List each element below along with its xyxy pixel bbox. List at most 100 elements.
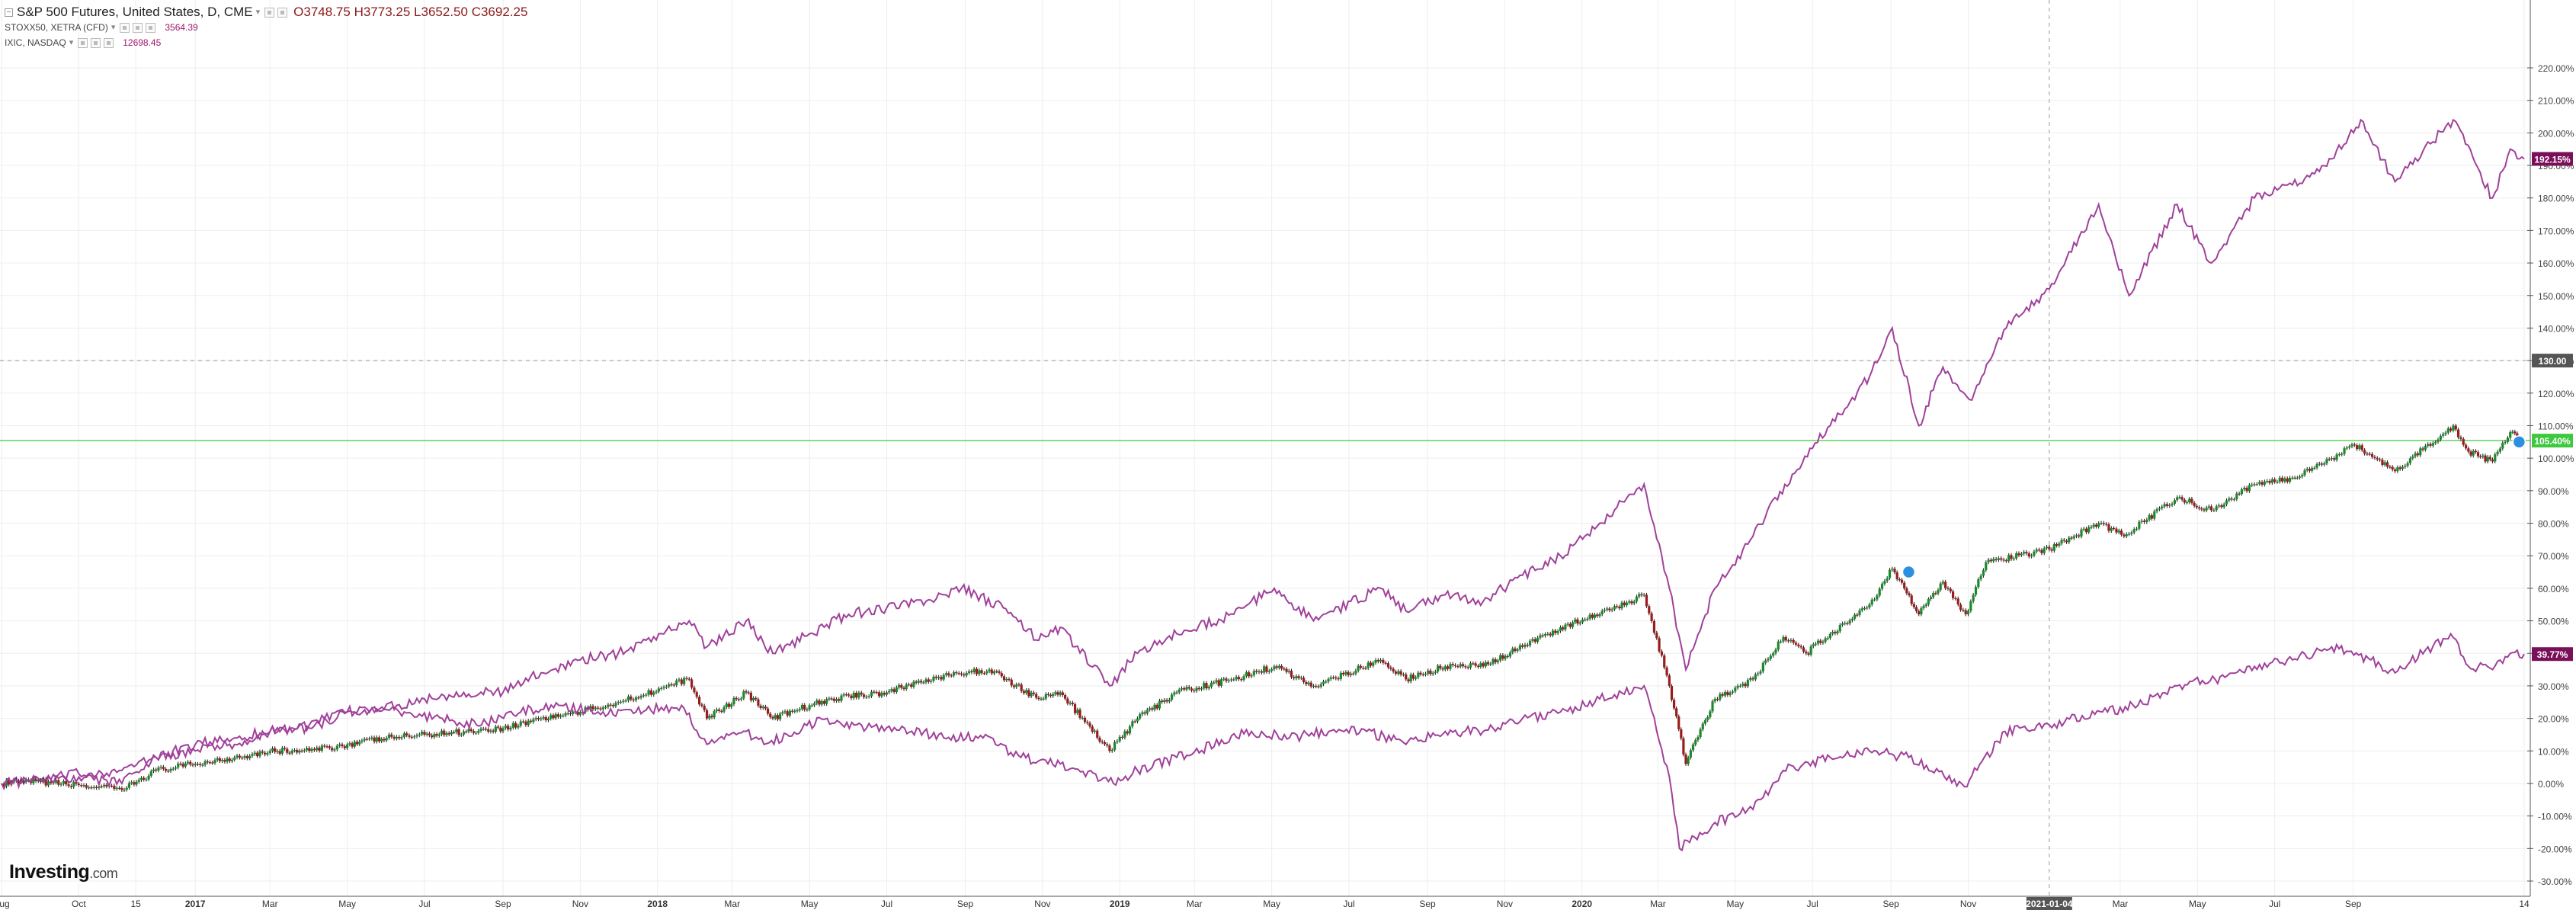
candle [1242,676,1245,680]
candle [365,739,368,740]
candle [44,778,47,786]
candle [932,676,935,681]
candle [713,711,716,718]
candle [934,676,937,678]
candle [413,736,416,738]
y-tick-label: 20.00% [2538,714,2569,725]
candle [1177,689,1181,693]
hide-series-icon[interactable] [264,7,275,18]
candle [1929,597,1933,600]
candle [2501,443,2504,449]
candle [1128,726,1132,734]
hide-series-icon[interactable] [120,22,130,33]
candle [815,700,819,703]
candle [1136,718,1139,722]
candle [1562,627,1565,630]
candle [2043,548,2046,553]
candle [687,678,690,680]
candle [992,671,996,674]
candle [1494,659,1497,662]
candle [922,682,925,684]
candle [2389,466,2392,468]
candle [810,705,813,707]
candle [683,678,686,684]
remove-series-icon[interactable] [146,22,156,33]
legend-main-row[interactable]: − S&P 500 Futures, United States, D, CME… [5,5,527,20]
candle [727,703,731,707]
candle [2130,532,2133,534]
collapse-legend-icon[interactable]: − [5,8,13,17]
candle [2168,505,2171,506]
candle [203,761,207,765]
candle [1369,662,1373,666]
candle [917,681,920,683]
candle [445,732,448,735]
candle [2406,463,2409,466]
price-axis[interactable]: -30.00% -20.00% -10.00% 0.00% 10.00% 20.00% 30… [2527,0,2574,896]
candle [1091,726,1094,732]
candle [373,737,376,742]
candle [1939,583,1942,591]
candle [1447,666,1450,669]
candle [624,700,627,702]
candle [1066,698,1069,704]
candle [1886,578,1889,582]
candle [437,734,441,736]
series-settings-icon[interactable] [91,37,101,48]
candle [556,714,559,717]
candle [1536,637,1540,642]
series-settings-icon[interactable] [277,7,288,18]
y-tick-label: -10.00% [2538,812,2572,822]
chevron-down-icon[interactable]: ▾ [255,8,261,17]
x-tick-label: Nov [572,899,588,909]
candle [818,700,821,705]
candle [125,787,128,790]
candle [1116,741,1119,742]
candle [2102,523,2105,524]
candle [1096,730,1099,738]
candle [453,732,456,733]
remove-series-icon[interactable] [104,37,114,48]
candle [662,687,665,688]
low-label: L [414,5,421,19]
candle [2456,429,2460,437]
event-marker-icon[interactable] [1902,565,1916,579]
candle [235,755,239,758]
candle [34,779,37,781]
candle [2060,540,2063,544]
legend-compare-row[interactable]: IXIC, NASDAQ ▾ 12698.45 [5,35,527,50]
candle [1784,636,1787,641]
candle [1155,704,1158,709]
hide-series-icon[interactable] [78,37,88,48]
candle [828,698,831,700]
event-marker-icon[interactable] [2512,435,2526,449]
candle [2260,482,2264,485]
time-axis[interactable]: Aug Oct 15 2017 Mar May Jul Sep Nov 2018 Mar May Jul… [0,896,2530,909]
candle [1511,648,1514,653]
candle [905,684,908,690]
candle [331,748,334,751]
candle [2048,546,2051,550]
chevron-down-icon[interactable]: ▾ [69,38,74,47]
legend-compare-row[interactable]: STOXX50, XETRA (CFD) ▾ 3564.39 [5,20,527,35]
candle [1197,687,1200,690]
candle [2145,519,2148,522]
series-settings-icon[interactable] [133,22,143,33]
candle [1158,700,1161,709]
candle [1997,558,2001,560]
candle [443,730,446,735]
candle [705,710,709,719]
candle [2343,448,2346,454]
x-tick-label: Mar [1187,899,1203,909]
candle [652,692,655,695]
chevron-down-icon[interactable]: ▾ [111,23,116,32]
candle [919,681,923,683]
x-tick-label: 2018 [647,899,668,909]
candle [2068,537,2071,543]
candle [1235,677,1238,680]
candle [1409,674,1412,682]
candle [2040,550,2043,553]
candle [2308,469,2312,471]
candle [527,720,530,726]
